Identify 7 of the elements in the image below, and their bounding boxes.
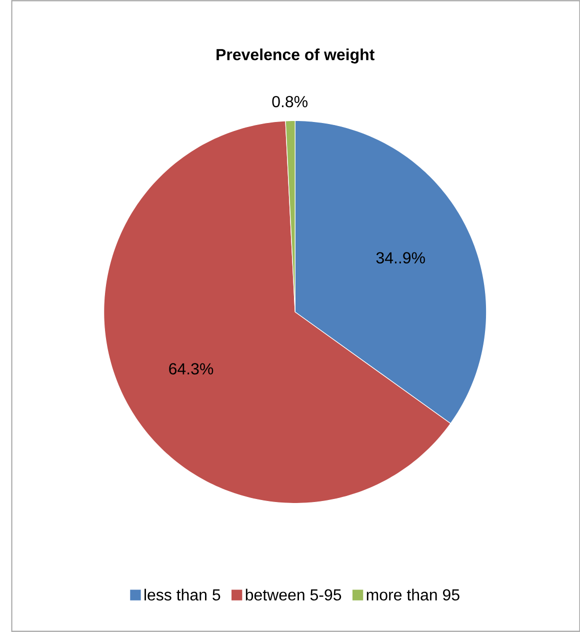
data-label: 64.3% xyxy=(168,363,213,374)
data-label: 34..9% xyxy=(376,252,425,264)
chart-title: Prevelence of weight xyxy=(216,48,374,64)
legend-label: less than 5 xyxy=(144,588,220,601)
legend-label: between 5-95 xyxy=(246,588,341,601)
legend-label: more than 95 xyxy=(366,588,460,601)
data-label: 0.8% xyxy=(272,96,308,108)
